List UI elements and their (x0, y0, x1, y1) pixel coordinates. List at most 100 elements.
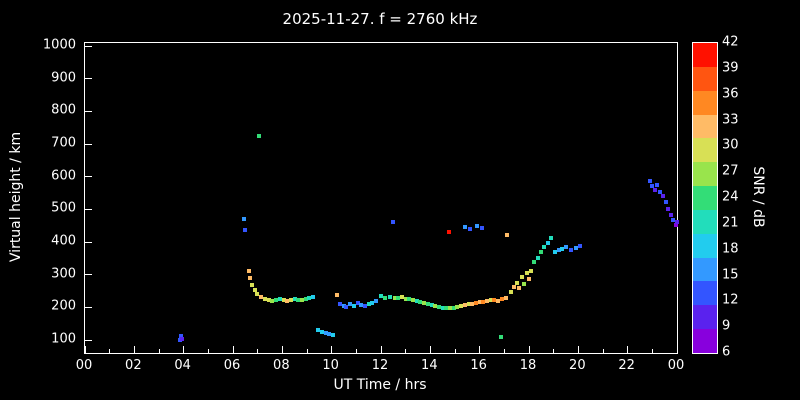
x-tick (405, 349, 407, 353)
colorbar-tick-label: 24 (722, 189, 739, 205)
data-point (440, 305, 445, 310)
data-point (250, 283, 255, 288)
data-point (455, 305, 460, 310)
y-tick (85, 339, 92, 341)
data-point (477, 300, 482, 305)
data-point (403, 296, 408, 301)
x-tick (133, 346, 135, 353)
colorbar-segment (693, 329, 717, 354)
data-point (512, 285, 517, 290)
data-point (344, 305, 349, 310)
data-point (524, 271, 529, 276)
colorbar-segment (693, 257, 717, 282)
x-tick (528, 346, 530, 353)
y-tick (85, 241, 92, 243)
colorbar-tick-label: 12 (722, 292, 739, 308)
data-point (504, 233, 509, 238)
data-point (311, 295, 316, 300)
plot-area (84, 42, 679, 354)
colorbar (692, 42, 718, 354)
data-point (446, 230, 451, 235)
colorbar-tick-label: 27 (722, 163, 739, 179)
data-point (285, 299, 290, 304)
x-tick-label: 06 (223, 358, 241, 373)
y-tick (85, 306, 92, 308)
data-point (671, 218, 676, 223)
data-point (392, 295, 397, 300)
x-tick-label: 16 (470, 358, 487, 373)
data-point (300, 297, 305, 302)
data-point (316, 328, 321, 333)
y-axis-label: Virtual height / km (8, 131, 24, 263)
colorbar-segment (693, 186, 717, 211)
x-tick (257, 349, 259, 353)
data-point (370, 300, 375, 305)
y-tick-label: 100 (51, 331, 76, 347)
data-point (288, 298, 293, 303)
x-tick (577, 346, 579, 353)
y-tick-label: 600 (51, 168, 76, 184)
data-point (473, 301, 478, 306)
data-point (379, 293, 383, 298)
x-tick (651, 349, 653, 353)
y-tick-label: 500 (51, 200, 76, 216)
data-point (661, 194, 666, 199)
data-point (519, 275, 524, 280)
data-point (323, 331, 328, 336)
data-point (179, 334, 184, 339)
colorbar-segment (693, 90, 717, 116)
data-point (496, 298, 501, 303)
data-point (296, 298, 301, 303)
x-tick (503, 349, 505, 353)
y-tick (85, 176, 92, 178)
colorbar-segment (693, 209, 717, 235)
data-point (242, 217, 247, 222)
data-point (673, 223, 678, 227)
data-point (475, 223, 480, 228)
colorbar-axis-label: SNR / dB (750, 166, 766, 228)
data-point (303, 296, 308, 301)
data-point (531, 260, 536, 265)
data-point (549, 236, 554, 241)
colorbar-tick-label: 42 (722, 34, 739, 50)
colorbar-segment (693, 43, 717, 68)
data-point (252, 288, 257, 293)
data-point (399, 295, 404, 300)
x-tick (281, 346, 283, 353)
data-point (541, 245, 546, 250)
chart-title: 2025-11-27. f = 2760 kHz (282, 10, 478, 28)
x-tick (306, 349, 308, 353)
x-tick-label: 22 (618, 358, 635, 373)
data-point (292, 297, 297, 302)
data-point (256, 133, 261, 138)
x-tick (232, 346, 234, 353)
data-point (396, 295, 401, 300)
x-tick-label: 00 (667, 358, 685, 373)
data-point (444, 306, 449, 311)
y-tick-label: 800 (51, 102, 76, 118)
data-point (266, 298, 271, 303)
y-tick (85, 274, 92, 276)
data-point (307, 296, 312, 301)
data-point (480, 225, 485, 230)
data-point (655, 182, 660, 187)
x-tick-label: 12 (371, 358, 389, 373)
data-point (334, 292, 339, 297)
colorbar-tick-label: 15 (722, 267, 739, 282)
data-point (281, 298, 286, 303)
data-point (359, 302, 364, 307)
data-point (517, 286, 522, 291)
data-point (448, 306, 453, 311)
data-point (180, 336, 185, 341)
data-point (243, 227, 248, 232)
x-tick-label: 00 (75, 358, 93, 373)
x-tick (676, 346, 678, 353)
data-point (568, 247, 573, 252)
data-point (552, 250, 557, 255)
y-tick (85, 45, 92, 47)
data-point (488, 298, 493, 303)
data-point (657, 189, 662, 194)
data-point (319, 329, 324, 334)
data-point (177, 338, 182, 342)
data-point (274, 298, 279, 303)
